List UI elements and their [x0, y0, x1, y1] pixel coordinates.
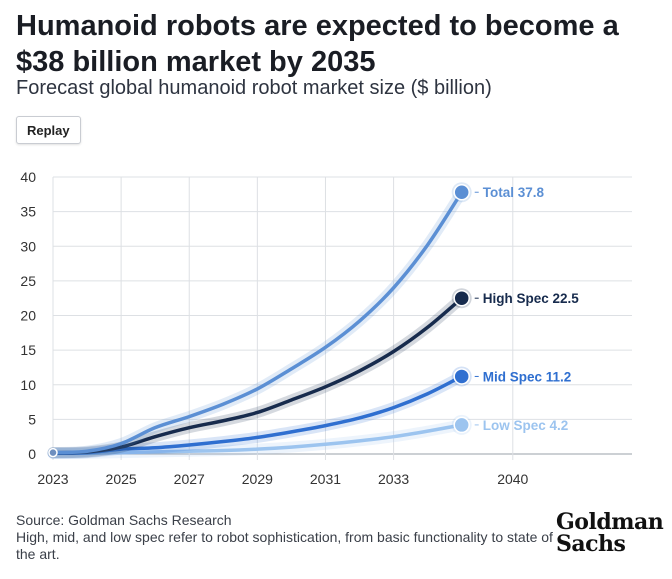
start-point: [48, 447, 58, 458]
y-tick-label-35: 35: [20, 204, 36, 220]
series-labels: Total 37.8 High Spec 22.5 Mid Spec 11.2 Low…: [451, 182, 580, 435]
y-tick-label-40: 40: [20, 169, 36, 185]
series-label-total: Total 37.8: [483, 185, 545, 200]
series-label-high-spec: High Spec 22.5: [483, 291, 580, 306]
logo-line-1: Goldman: [556, 509, 664, 535]
y-axis-ticks: 0 5 10 15 20 25 30 35 40: [20, 169, 36, 462]
series-line-high-spec: [51, 296, 464, 455]
replay-button[interactable]: Replay: [16, 116, 81, 144]
x-tick-label-2033: 2033: [378, 471, 409, 487]
y-tick-label-30: 30: [20, 238, 36, 254]
goldman-sachs-logo: Goldman Sachs: [556, 509, 664, 557]
x-tick-label-2027: 2027: [174, 471, 205, 487]
x-tick-label-2029: 2029: [242, 471, 273, 487]
footer: Source: Goldman Sachs Research High, mid…: [16, 512, 556, 563]
end-marker-low-spec: [453, 416, 470, 434]
grid-lines: [52, 176, 632, 460]
y-tick-label-25: 25: [20, 273, 36, 289]
end-marker-mid-spec: [453, 368, 470, 385]
series-group: [47, 186, 468, 459]
x-tick-label-2031: 2031: [310, 471, 341, 487]
y-tick-label-0: 0: [28, 446, 36, 462]
x-axis-ticks: 2023 2025 2027 2029 2031 2033 2040: [37, 471, 528, 487]
end-marker-total: [453, 183, 470, 201]
series-line-mid-spec: [51, 374, 464, 456]
chart-subtitle: Forecast global humanoid robot market si…: [16, 77, 492, 99]
y-tick-label-5: 5: [28, 411, 36, 427]
series-label-mid-spec: Mid Spec 11.2: [483, 369, 572, 384]
y-tick-label-15: 15: [20, 342, 36, 358]
series-line-low-spec: [51, 423, 464, 456]
y-tick-label-20: 20: [20, 308, 36, 324]
footnote-text: High, mid, and low spec refer to robot s…: [16, 529, 553, 562]
series-line-total: [51, 190, 464, 455]
logo-line-2: Sachs: [556, 531, 626, 557]
x-tick-label-2025: 2025: [106, 471, 137, 487]
y-tick-label-10: 10: [20, 377, 36, 393]
x-tick-label-2040: 2040: [497, 471, 528, 487]
series-label-low-spec: Low Spec 4.2: [483, 418, 569, 433]
x-tick-label-2023: 2023: [37, 471, 68, 487]
chart-title: Humanoid robots are expected to become a…: [16, 10, 619, 78]
end-marker-high-spec: [453, 289, 470, 307]
source-text: Source: Goldman Sachs Research: [16, 512, 232, 528]
